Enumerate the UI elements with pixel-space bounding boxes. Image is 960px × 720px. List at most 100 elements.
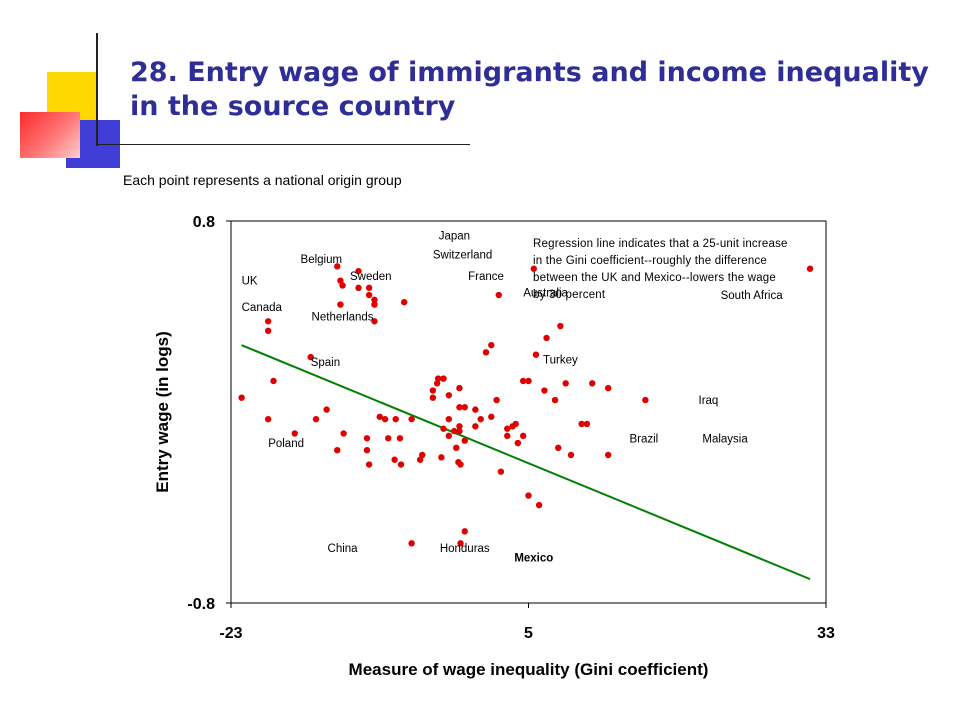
data-point (337, 301, 344, 308)
data-point (334, 263, 341, 270)
x-axis-label: Measure of wage inequality (Gini coeffic… (349, 660, 709, 679)
data-point (445, 432, 453, 440)
data-point (578, 420, 585, 428)
data-point (472, 406, 479, 413)
country-label: South Africa (721, 290, 784, 302)
page-title: 28. Entry wage of immigrants and income … (130, 57, 929, 122)
data-point (270, 377, 277, 385)
data-point (583, 420, 591, 428)
y-axis-label: Entry wage (in logs) (153, 331, 172, 493)
x-tick-label: 5 (524, 625, 533, 642)
data-point (371, 296, 378, 303)
decor-horizontal-rule (96, 144, 470, 145)
x-tick-label: 33 (817, 625, 835, 642)
data-point (497, 468, 505, 475)
data-point (589, 380, 596, 387)
data-point (445, 392, 453, 399)
data-point (323, 406, 330, 413)
data-point (806, 265, 814, 272)
data-point (604, 451, 612, 459)
data-point (429, 394, 437, 401)
data-point (456, 404, 463, 411)
data-point (504, 425, 511, 432)
data-point (532, 351, 540, 358)
country-label: China (328, 543, 359, 555)
data-point (457, 540, 464, 547)
data-point (363, 447, 371, 454)
regression-annotation: Regression line indicates that a 25-unit… (533, 238, 788, 301)
data-point (445, 415, 453, 423)
data-point (488, 341, 495, 349)
data-point (461, 404, 468, 411)
data-point (408, 415, 415, 423)
data-point (525, 492, 532, 499)
data-point (440, 425, 447, 432)
y-tick-label: 0.8 (193, 214, 215, 231)
x-tick-label: -23 (219, 625, 242, 642)
data-point (642, 396, 649, 404)
decor-red-square (20, 112, 80, 158)
country-label: Japan (439, 230, 470, 242)
data-point (365, 284, 373, 292)
data-point (355, 267, 362, 275)
decor-vertical-rule (96, 33, 98, 146)
data-point (493, 396, 500, 404)
data-point (340, 430, 347, 437)
data-point (438, 454, 445, 461)
data-point (457, 461, 464, 468)
data-point (450, 427, 458, 435)
data-point (530, 265, 538, 272)
data-point (371, 318, 378, 325)
data-point (504, 432, 511, 440)
country-label: Belgium (301, 254, 343, 266)
data-point (477, 415, 484, 423)
data-point (519, 377, 527, 385)
data-point (371, 301, 378, 308)
country-label: Switzerland (433, 249, 492, 261)
country-label: France (468, 271, 504, 283)
regression-line (241, 344, 811, 581)
annotation-line: between the UK and Mexico--lowers the wa… (533, 272, 776, 284)
data-point (488, 413, 495, 420)
data-point (391, 456, 398, 463)
data-point (543, 334, 550, 342)
data-point (307, 353, 314, 361)
data-point (264, 415, 272, 423)
data-point (264, 327, 272, 335)
y-tick-label: -0.8 (187, 596, 215, 613)
data-point (456, 427, 463, 435)
country-label: Mexico (514, 553, 553, 565)
data-point (376, 413, 383, 420)
data-point (440, 375, 447, 382)
country-label: Spain (311, 357, 340, 369)
data-point (557, 322, 564, 330)
country-label: Honduras (440, 543, 490, 555)
data-point (355, 284, 362, 292)
data-point (525, 377, 532, 385)
data-point (434, 375, 442, 382)
data-point (482, 349, 490, 356)
data-point (334, 447, 341, 454)
data-point (365, 291, 373, 299)
country-label: Sweden (350, 271, 392, 283)
data-point (433, 380, 441, 387)
data-point (535, 501, 543, 509)
chart-subtitle: Each point represents a national origin … (123, 172, 402, 188)
data-point (238, 394, 245, 401)
data-point (416, 456, 424, 463)
country-label: UK (242, 276, 258, 288)
data-point (397, 461, 405, 468)
country-label: Iraq (699, 395, 719, 407)
country-label: Malaysia (702, 433, 748, 445)
annotation-line: Regression line indicates that a 25-unit… (533, 238, 788, 250)
data-point (519, 432, 527, 440)
data-point (456, 423, 463, 430)
data-point (541, 387, 548, 394)
data-point (461, 437, 468, 444)
data-point (456, 384, 463, 392)
data-point (339, 282, 346, 289)
country-label: Canada (242, 302, 283, 314)
annotation-line: in the Gini coefficient--roughly the dif… (533, 255, 767, 267)
data-point (385, 435, 392, 442)
